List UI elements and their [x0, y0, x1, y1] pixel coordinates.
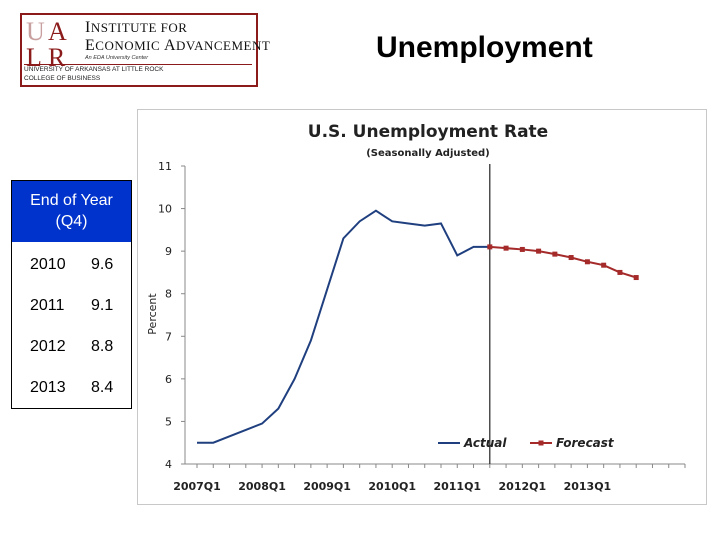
- y-tick-label: 9: [165, 245, 172, 258]
- y-axis-label: Percent: [146, 293, 159, 335]
- y-tick-label: 8: [165, 288, 172, 301]
- monogram-letter: R: [48, 43, 66, 70]
- forecast-point: [552, 251, 558, 257]
- table-year-cell: 2012: [30, 338, 66, 355]
- legend-forecast-marker: [538, 440, 544, 446]
- table-header-line2: (Q4): [55, 213, 88, 230]
- x-tick-label: 2007Q1: [173, 480, 221, 493]
- forecast-point: [633, 275, 639, 281]
- chart-svg: U.S. Unemployment Rate (Seasonally Adjus…: [146, 122, 686, 493]
- slide-title: Unemployment: [376, 31, 593, 64]
- table-row: 2011 9.1: [12, 285, 131, 326]
- end-of-year-table: End of Year (Q4) 2010 9.6 2011 9.1 2012 …: [11, 180, 132, 409]
- table-year-cell: 2013: [30, 379, 66, 396]
- logo-tagline: An EDA University Center: [85, 55, 149, 61]
- legend-actual-label: Actual: [463, 436, 507, 450]
- logo-divider: [24, 64, 252, 65]
- table-header: End of Year (Q4): [12, 181, 131, 242]
- logo-advancement-text: ECONOMIC ADVANCEMENT: [85, 37, 271, 54]
- ualr-monogram-icon: U A L R: [26, 17, 67, 70]
- y-tick-label: 6: [165, 373, 172, 386]
- x-tick-label: 2010Q1: [368, 480, 416, 493]
- forecast-point: [584, 259, 590, 265]
- y-tick-label: 11: [158, 160, 172, 173]
- table-value-cell: 8.8: [91, 338, 114, 355]
- y-tick-label: 5: [165, 415, 172, 428]
- forecast-series-line: [489, 245, 637, 279]
- table-value-cell: 9.1: [91, 297, 114, 314]
- logo-university-text: UNIVERSITY OF ARKANSAS AT LITTLE ROCK: [24, 66, 164, 73]
- forecast-point: [601, 262, 607, 268]
- actual-series-line: [197, 209, 490, 444]
- table-row: 2012 8.8: [12, 326, 131, 367]
- monogram-letter: L: [26, 43, 42, 70]
- monogram-letter: A: [48, 17, 67, 46]
- x-tick-label: 2011Q1: [433, 480, 481, 493]
- table-row: 2013 8.4: [12, 367, 131, 408]
- forecast-point: [617, 269, 623, 275]
- table-year-cell: 2010: [30, 256, 66, 273]
- logo-college-text: COLLEGE OF BUSINESS: [24, 75, 101, 82]
- table-row: 2010 9.6: [12, 244, 131, 285]
- unemployment-chart: U.S. Unemployment Rate (Seasonally Adjus…: [137, 109, 707, 505]
- forecast-point: [487, 244, 493, 250]
- logo-institute-text: INSTITUTE FOR: [85, 19, 188, 36]
- monogram-letter: U: [26, 17, 45, 46]
- y-tick-label: 10: [158, 203, 172, 216]
- table-value-cell: 8.4: [91, 379, 114, 396]
- y-tick-label: 4: [165, 458, 172, 471]
- forecast-point: [519, 246, 525, 252]
- chart-subtitle: (Seasonally Adjusted): [366, 148, 490, 159]
- y-tick-label: 7: [165, 330, 172, 343]
- forecast-point: [568, 255, 574, 261]
- chart-legend: Actual Forecast: [438, 436, 615, 450]
- x-tick-label: 2012Q1: [499, 480, 547, 493]
- legend-forecast-label: Forecast: [556, 436, 615, 450]
- x-tick-label: 2009Q1: [303, 480, 351, 493]
- x-tick-label: 2013Q1: [564, 480, 612, 493]
- table-year-cell: 2011: [30, 297, 65, 314]
- institute-logo: U A L R INSTITUTE FOR ECONOMIC ADVANCEME…: [20, 13, 270, 87]
- x-tick-label: 2008Q1: [238, 480, 286, 493]
- forecast-point: [503, 245, 509, 251]
- chart-title: U.S. Unemployment Rate: [308, 122, 548, 142]
- table-header-line1: End of Year: [30, 192, 113, 209]
- table-value-cell: 9.6: [91, 256, 114, 273]
- forecast-point: [536, 248, 542, 254]
